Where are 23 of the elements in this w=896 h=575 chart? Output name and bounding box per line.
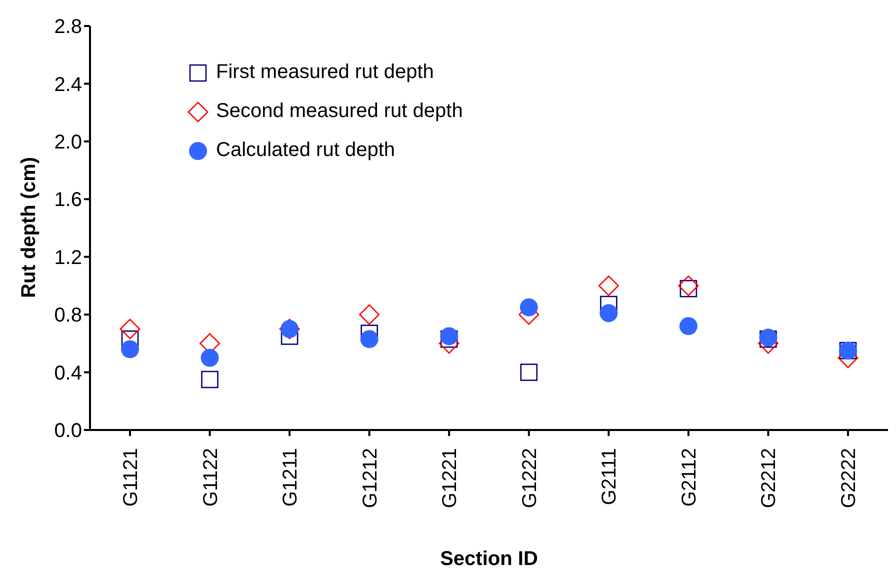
x-tick-label: G2111	[598, 448, 621, 506]
x-tick-label: G1122	[200, 448, 222, 507]
y-axis-title: Rut depth (cm)	[18, 156, 40, 298]
legend-label: First measured rut depth	[216, 61, 434, 84]
y-tick-label: 2.8	[54, 16, 82, 38]
x-tick-label: G1212	[359, 448, 382, 508]
y-tick-label: 0.0	[54, 420, 82, 442]
x-tick-label: G1222	[518, 448, 541, 508]
y-tick-label: 0.8	[54, 304, 82, 327]
y-tick-label: 2.0	[54, 132, 82, 154]
x-tick-label: G2112	[678, 448, 700, 507]
x-tick-label: G2222	[838, 448, 860, 508]
x-tick-label: G1221	[439, 448, 462, 508]
y-tick-label: 2.4	[54, 74, 82, 96]
x-tick-label: G1211	[280, 448, 302, 507]
y-tick-label: 0.4	[54, 362, 82, 384]
x-tick-label: G2212	[758, 448, 780, 508]
legend-label: Calculated rut depth	[216, 139, 396, 162]
x-axis-title: Section ID	[440, 548, 538, 570]
y-tick-label: 1.2	[54, 246, 82, 269]
x-tick-label: G1121	[120, 448, 142, 507]
legend-label: Second measured rut depth	[216, 100, 463, 123]
y-tick-label: 1.6	[54, 189, 82, 212]
